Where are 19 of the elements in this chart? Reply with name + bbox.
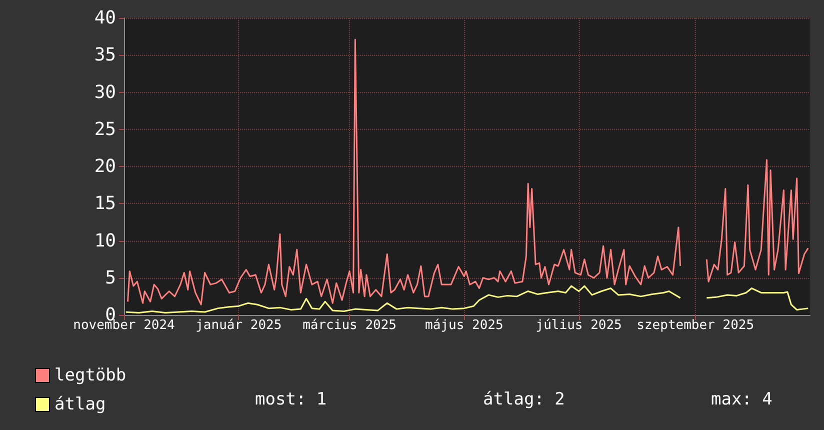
y-tick-label: 15 — [94, 193, 116, 214]
x-tick-label: szeptember 2025 — [636, 318, 754, 333]
y-tick-label: 25 — [94, 118, 116, 140]
text: max: 4 — [711, 390, 772, 410]
y-tick-label: 10 — [94, 230, 116, 252]
legend-label: legtöbb — [54, 366, 126, 386]
text: most: 1 — [255, 390, 327, 410]
legend-label: átlag — [54, 394, 106, 414]
y-tick-label: 35 — [94, 44, 116, 66]
x-tick-label: március 2025 — [302, 318, 396, 333]
y-tick-label: 20 — [94, 156, 116, 177]
y-tick-label: 5 — [105, 267, 116, 288]
x-tick-label: július 2025 — [536, 318, 622, 333]
x-tick-label: január 2025 — [196, 318, 282, 333]
x-tick-label: május 2025 — [425, 318, 504, 333]
y-tick-label: 30 — [94, 82, 116, 103]
text: átlag: 2 — [483, 390, 565, 410]
x-tick-label: november 2024 — [73, 318, 176, 333]
y-tick-label: 40 — [94, 8, 116, 28]
